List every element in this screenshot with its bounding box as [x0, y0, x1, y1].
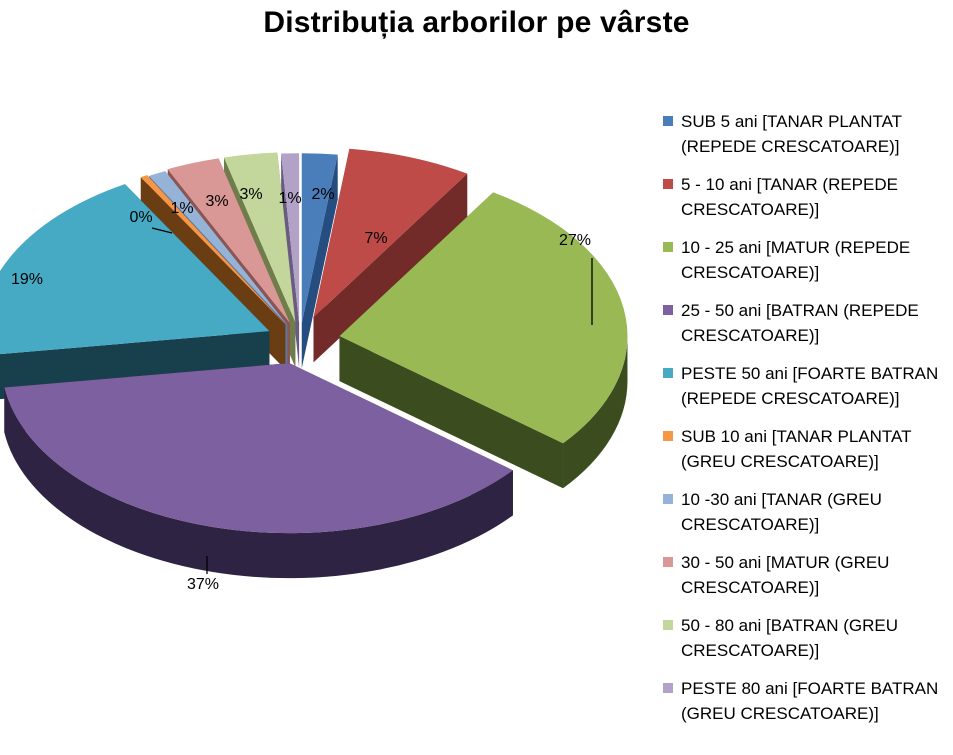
legend-label: 30 - 50 ani [MATUR (GREU CRESCATOARE)]	[681, 553, 890, 597]
legend-swatch	[663, 431, 673, 441]
pie-slice	[313, 148, 468, 363]
data-label: 19%	[11, 271, 43, 288]
legend-label: 10 -30 ani [TANAR (GREU CRESCATOARE)]	[681, 490, 882, 534]
legend-label: 25 - 50 ani [BATRAN (REPEDE CRESCATOARE)…	[681, 301, 919, 345]
data-label: 1%	[278, 190, 301, 207]
pie-slice-side	[563, 336, 628, 489]
data-label: 0%	[129, 209, 152, 226]
pie-slice-wall	[301, 154, 338, 369]
legend-label: PESTE 50 ani [FOARTE BATRAN (REPEDE CRES…	[681, 364, 939, 408]
legend-label: SUB 5 ani [TANAR PLANTAT (REPEDE CRESCAT…	[681, 112, 902, 156]
pie-slice-top	[140, 175, 286, 325]
legend-item: 10 - 25 ani [MATUR (REPEDE CRESCATOARE)]	[663, 235, 948, 298]
pie-slice-top	[281, 153, 300, 324]
legend-item: SUB 5 ani [TANAR PLANTAT (REPEDE CRESCAT…	[663, 109, 948, 172]
legend-swatch	[663, 683, 673, 693]
legend-label: PESTE 80 ani [FOARTE BATRAN (GREU CRESCA…	[681, 679, 939, 723]
legend-swatch	[663, 242, 673, 252]
pie-slice-top	[149, 171, 288, 326]
legend-item: SUB 10 ani [TANAR PLANTAT (GREU CRESCATO…	[663, 424, 948, 487]
data-label: 37%	[187, 576, 219, 593]
data-label: 3%	[239, 186, 262, 203]
pie-slice	[301, 153, 338, 369]
data-label: 7%	[364, 230, 387, 247]
legend-label: 5 - 10 ani [TANAR (REPEDE CRESCATOARE)]	[681, 175, 898, 219]
pie-slice	[4, 363, 513, 579]
legend-item: 25 - 50 ani [BATRAN (REPEDE CRESCATOARE)…	[663, 298, 948, 361]
legend-swatch	[663, 557, 673, 567]
chart-title: Distribuția arborilor pe vârste	[263, 6, 690, 39]
legend-swatch	[663, 368, 673, 378]
legend: SUB 5 ani [TANAR PLANTAT (REPEDE CRESCAT…	[663, 109, 948, 739]
legend-label: 10 - 25 ani [MATUR (REPEDE CRESCATOARE)]	[681, 238, 911, 282]
data-label: 2%	[311, 186, 334, 203]
legend-item: PESTE 80 ani [FOARTE BATRAN (GREU CRESCA…	[663, 676, 948, 739]
leader-line	[151, 227, 173, 234]
legend-swatch	[663, 116, 673, 126]
legend-label: SUB 10 ani [TANAR PLANTAT (GREU CRESCATO…	[681, 427, 912, 471]
pie-slice	[339, 192, 628, 489]
pie-slice-top	[0, 184, 270, 355]
pie-slice-top	[167, 158, 290, 324]
pie-slice-top	[4, 363, 513, 534]
legend-item: PESTE 50 ani [FOARTE BATRAN (REPEDE CRES…	[663, 361, 948, 424]
data-label: 3%	[205, 193, 228, 210]
pie-slice-wall	[313, 173, 468, 363]
pie-slice-top	[313, 148, 468, 318]
data-label: 27%	[559, 232, 591, 249]
legend-swatch	[663, 494, 673, 504]
legend-swatch	[663, 305, 673, 315]
legend-item: 30 - 50 ani [MATUR (GREU CRESCATOARE)]	[663, 550, 948, 613]
pie-slice-top	[339, 192, 628, 444]
legend-swatch	[663, 179, 673, 189]
pie-slice-wall	[281, 153, 300, 369]
pie-slice-side	[4, 387, 513, 579]
pie-slice	[281, 153, 300, 369]
legend-swatch	[663, 620, 673, 630]
legend-item: 50 - 80 ani [BATRAN (GREU CRESCATOARE)]	[663, 613, 948, 676]
legend-label: 50 - 80 ani [BATRAN (GREU CRESCATOARE)]	[681, 616, 898, 660]
legend-item: 10 -30 ani [TANAR (GREU CRESCATOARE)]	[663, 487, 948, 550]
pie-slice-top	[223, 152, 296, 323]
data-label: 1%	[170, 200, 193, 217]
legend-item: 5 - 10 ani [TANAR (REPEDE CRESCATOARE)]	[663, 172, 948, 235]
pie-slice-wall	[339, 336, 564, 489]
pie-slice-top	[301, 153, 338, 324]
